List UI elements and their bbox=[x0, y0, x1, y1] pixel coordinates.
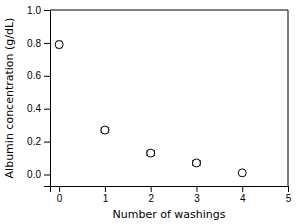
y-axis-tick-label: 0.0 bbox=[27, 169, 41, 180]
point bbox=[192, 159, 200, 167]
y-axis-tick: 1.0 bbox=[27, 5, 50, 16]
x-axis-tick-label: 1 bbox=[103, 193, 109, 204]
x-axis-tick-label: 4 bbox=[240, 193, 246, 204]
x-axis-tick-mark bbox=[105, 186, 106, 192]
frame-right bbox=[288, 10, 289, 186]
error-bar bbox=[147, 150, 154, 156]
chart: 0 1 2 3 4 5 0.0 0.2 0.4 0.6 0.8 1.0 Number of washin… bbox=[0, 0, 300, 224]
plot: 0 1 2 3 4 5 0.0 0.2 0.4 0.6 0.8 1.0 bbox=[27, 5, 292, 204]
error-bar bbox=[101, 127, 108, 133]
y-axis-tick: 0.4 bbox=[27, 103, 50, 114]
x-axis-tick-mark bbox=[242, 186, 243, 192]
x-axis-tick-mark bbox=[196, 186, 197, 192]
y-axis: 0.0 0.2 0.4 0.6 0.8 1.0 bbox=[27, 5, 50, 187]
y-axis-tick-mark bbox=[44, 109, 50, 110]
x-axis-tick: 0 bbox=[57, 186, 63, 204]
x-axis-title: Number of washings bbox=[113, 208, 226, 221]
y-axis-tick-label: 0.6 bbox=[27, 70, 41, 81]
error-bar bbox=[56, 41, 62, 48]
y-axis-tick-mark bbox=[44, 142, 50, 143]
y-axis-tick: 0.2 bbox=[27, 136, 50, 147]
x-axis-tick-label: 0 bbox=[57, 193, 63, 204]
y-axis-title: Albumin concentration (g/dL) bbox=[3, 18, 16, 179]
y-axis-tick-mark bbox=[44, 76, 50, 77]
point bbox=[238, 169, 246, 177]
x-axis-tick-mark bbox=[151, 186, 152, 192]
y-axis-tick: 0.8 bbox=[27, 38, 50, 49]
y-axis-tick-label: 0.2 bbox=[27, 136, 41, 147]
point bbox=[101, 126, 109, 134]
x-axis-tick-label: 2 bbox=[148, 193, 154, 204]
x-axis-tick-mark bbox=[288, 186, 289, 192]
point bbox=[55, 41, 63, 49]
x-axis-tick: 5 bbox=[286, 186, 292, 204]
x-axis-tick-label: 3 bbox=[194, 193, 200, 204]
y-axis-tick-mark bbox=[44, 10, 50, 11]
frame-top bbox=[50, 10, 288, 11]
x-axis-tick: 2 bbox=[148, 186, 154, 204]
x-axis: 0 1 2 3 4 5 bbox=[51, 186, 292, 204]
y-axis-tick-label: 0.8 bbox=[27, 38, 41, 49]
error-bar bbox=[193, 160, 200, 166]
y-axis-tick-label: 0.4 bbox=[27, 103, 41, 114]
x-axis-tick: 3 bbox=[194, 186, 200, 204]
error-bar bbox=[239, 170, 245, 176]
x-axis-tick-mark bbox=[59, 186, 60, 192]
x-axis-tick-label: 5 bbox=[286, 193, 292, 204]
y-axis-tick: 0.0 bbox=[27, 169, 50, 180]
y-axis-line bbox=[44, 11, 51, 187]
x-axis-tick: 1 bbox=[103, 186, 109, 204]
y-axis-tick-label: 1.0 bbox=[27, 5, 41, 16]
x-axis-tick: 4 bbox=[240, 186, 246, 204]
y-axis-tick-mark bbox=[44, 174, 50, 175]
y-axis-tick: 0.6 bbox=[27, 70, 50, 81]
y-axis-tick-mark bbox=[44, 43, 50, 44]
point bbox=[147, 149, 155, 157]
x-axis-line bbox=[51, 187, 289, 193]
marks bbox=[55, 41, 246, 177]
